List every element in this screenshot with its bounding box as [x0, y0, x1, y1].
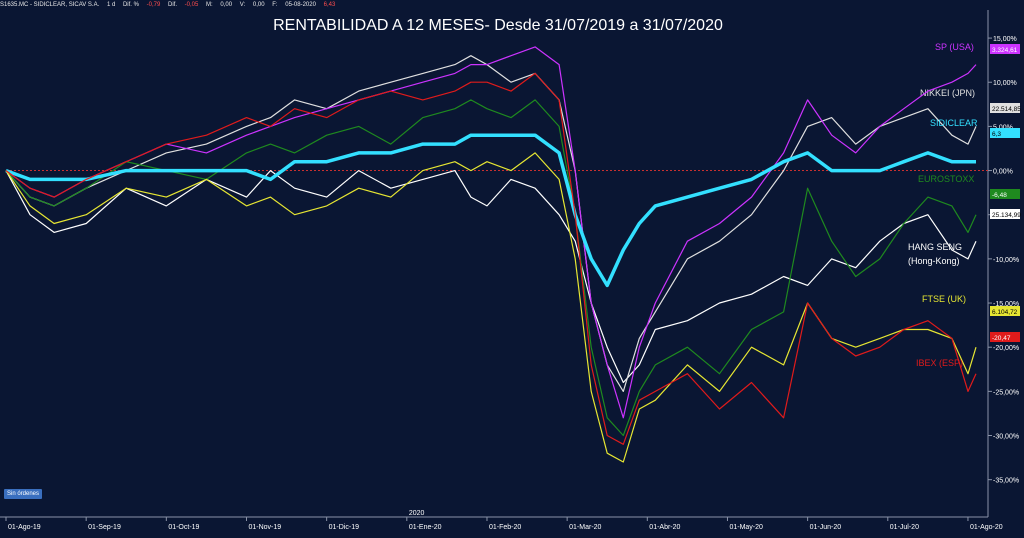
last-value-badge-sp — [990, 44, 1020, 54]
series-line-nikkei — [5, 55, 977, 392]
diff-pct-label: Dif. % — [122, 2, 139, 8]
series-label-hangseng: HANG SENG — [908, 242, 962, 252]
m-value: 0,00 — [220, 2, 233, 8]
last-value-badge-text-sp: 3.324,61 — [992, 47, 1018, 54]
x-tick-label: 01-Feb-20 — [489, 524, 521, 531]
y-tick-label: -10,00% — [993, 257, 1019, 264]
last-value-badge-text-ftse: 6.104,72 — [992, 309, 1018, 316]
last-value-badge-ftse — [990, 306, 1020, 316]
diff-label: Dif. — [168, 2, 177, 8]
last-value: 6,43 — [323, 2, 336, 8]
x-tick-label: 01-May-20 — [729, 524, 763, 531]
ticker-label: S1635.MC - SIDICLEAR, SICAV S.A. — [0, 2, 100, 8]
series-line-ftse — [5, 152, 977, 463]
last-value-badge-nikkei — [990, 103, 1020, 113]
m-label: M: — [206, 2, 213, 8]
chart-area: RENTABILIDAD A 12 MESES- Desde 31/07/201… — [0, 10, 1024, 538]
v-value: 0,00 — [252, 2, 265, 8]
y-tick-label: 15,00% — [993, 36, 1017, 43]
y-tick-label: -30,00% — [993, 434, 1019, 441]
x-tick-label: 01-Ene-20 — [409, 524, 442, 531]
x-tick-label: 01-Sep-19 — [88, 524, 121, 531]
series-line-hangseng — [5, 170, 977, 384]
last-value-badge-text-sidiclear: 6,3 — [992, 131, 1001, 138]
f-value: 05-08-2020 — [285, 2, 316, 8]
year-marker-label: 2020 — [409, 510, 425, 517]
series-label-nikkei: NIKKEI (JPN) — [920, 88, 975, 98]
x-tick-label: 01-Mar-20 — [569, 524, 601, 531]
chart-header-bar: S1635.MC - SIDICLEAR, SICAV S.A. 1 d Dif… — [0, 0, 1024, 10]
f-label: F: — [272, 2, 278, 8]
series-label-ftse: FTSE (UK) — [922, 294, 966, 304]
last-value-badge-text-ibex: -20,47 — [992, 335, 1011, 342]
x-tick-label: 01-Nov-19 — [248, 524, 281, 531]
x-tick-label: 01-Jun-20 — [810, 524, 842, 531]
last-value-badge-eurostoxx — [990, 189, 1020, 199]
last-value-badge-text-eurostoxx: -6,48 — [992, 192, 1007, 199]
diff-value: -0,05 — [184, 2, 199, 8]
last-value-badge-sidiclear — [990, 128, 1020, 138]
no-orders-button[interactable]: Sin órdenes — [4, 489, 43, 499]
series-label-ibex: IBEX (ESP) — [916, 358, 963, 368]
series-line-sp — [5, 46, 977, 419]
last-value-badge-text-hangseng: 25.134,99 — [992, 212, 1021, 219]
last-value-badge-ibex — [990, 332, 1020, 342]
series-label-eurostoxx: EUROSTOXX — [918, 174, 974, 184]
x-tick-label: 01-Dic-19 — [329, 524, 359, 531]
y-tick-label: 5,00% — [993, 124, 1013, 131]
y-tick-label: 0,00% — [993, 169, 1013, 176]
interval-label: 1 d — [106, 2, 116, 8]
x-tick-label: 01-Jul-20 — [890, 524, 919, 531]
diff-pct-value: -0,79 — [146, 2, 161, 8]
y-tick-label: -15,00% — [993, 301, 1019, 308]
y-tick-label: -25,00% — [993, 389, 1019, 396]
x-tick-label: 01-Ago-19 — [8, 524, 41, 531]
y-tick-label: -20,00% — [993, 345, 1019, 352]
x-tick-label: 01-Abr-20 — [649, 524, 680, 531]
v-label: V: — [239, 2, 246, 8]
series-line-sidiclear — [5, 133, 976, 288]
last-value-badge-hangseng — [990, 209, 1020, 219]
last-value-badge-text-nikkei: 22.514,85 — [992, 106, 1021, 113]
chart-title: RENTABILIDAD A 12 MESES- Desde 31/07/201… — [273, 17, 723, 34]
x-tick-label: 01-Ago-20 — [970, 524, 1003, 531]
x-tick-label: 01-Oct-19 — [168, 524, 199, 531]
y-tick-label: 10,00% — [993, 80, 1017, 87]
series-label-hangseng: (Hong-Kong) — [908, 256, 960, 266]
series-label-sp: SP (USA) — [935, 42, 974, 52]
y-tick-label: -35,00% — [993, 478, 1019, 485]
series-label-sidiclear: SIDICLEAR — [930, 118, 978, 128]
series-line-ibex — [5, 72, 977, 445]
line-chart: RENTABILIDAD A 12 MESES- Desde 31/07/201… — [0, 10, 1021, 531]
